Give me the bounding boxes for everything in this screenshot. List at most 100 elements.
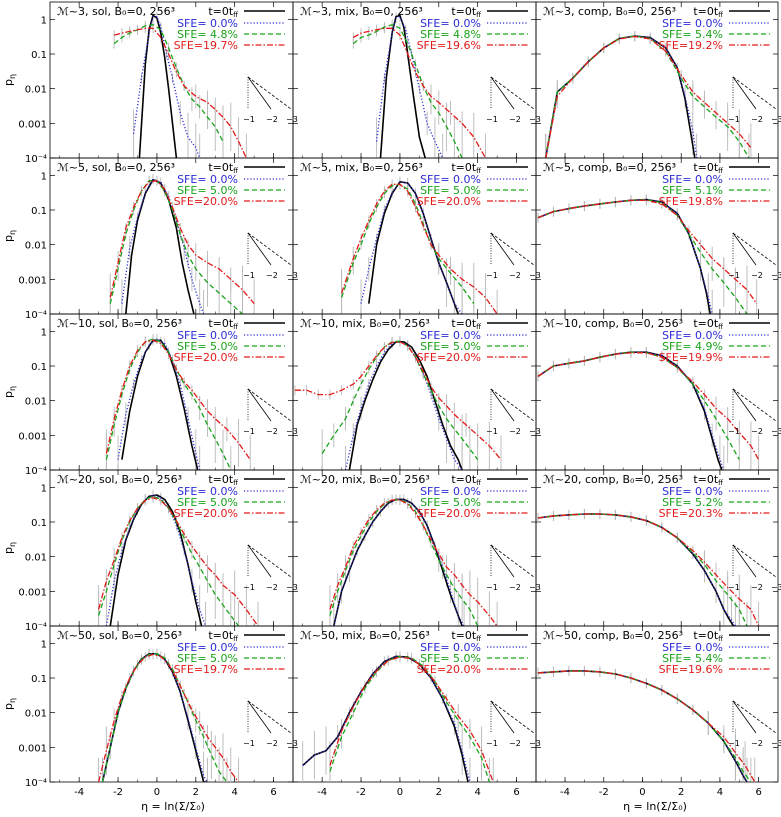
legend-sfe: SFE= 0.0% [420, 641, 481, 654]
series-line-sfe20 [545, 35, 752, 158]
panel-frame [535, 469, 779, 627]
legend-sfe: SFE= 0.0% [662, 17, 723, 30]
slope-label: −3 [771, 739, 781, 748]
legend-sfe: SFE=20.3% [659, 507, 723, 520]
slope-ref-2 [490, 388, 515, 422]
legend-time: t=0tff [693, 317, 723, 331]
series-line-sfe5 [537, 513, 748, 626]
y-tick-label: 0.001 [18, 587, 47, 598]
panel-title: ℳ~10, mix, B₀=0, 256³ [300, 317, 430, 330]
panel-frame [49, 313, 294, 471]
panel-title: ℳ~20, comp, B₀=0, 256³ [543, 473, 683, 486]
legend-sfe: SFE= 4.9% [662, 340, 723, 353]
legend-time: t=0tff [208, 473, 238, 487]
x-axis-label-col1: η = ln(Σ/Σ₀) [141, 800, 205, 813]
y-tick-label: 0.01 [25, 397, 47, 408]
y-axis-label: pη [2, 542, 17, 554]
legend-sfe: SFE= 0.0% [177, 173, 238, 186]
slope-label: −1 [243, 427, 255, 436]
legend-sfe: SFE= 0.0% [420, 485, 481, 498]
slope-label: −1 [728, 583, 740, 592]
series-line-sfe5 [340, 183, 475, 304]
y-tick-label: 10⁻⁴ [25, 310, 47, 321]
y-tick-label: 1 [41, 15, 47, 26]
series-line-t0 [537, 513, 735, 626]
series-line-sfe5 [545, 35, 750, 158]
panel-frame [49, 625, 294, 783]
series-line-t0 [109, 494, 203, 626]
slope-ref-3 [247, 700, 292, 734]
slope-ref-3 [247, 544, 292, 578]
panel-title: ℳ~5, comp, B₀=0, 256³ [543, 161, 676, 174]
slope-label: −2 [266, 115, 278, 124]
series-line-sfe0 [302, 655, 471, 782]
y-tick-label: 1 [41, 483, 47, 494]
y-tick-label: 0.001 [18, 275, 47, 286]
x-tick-label: 6 [755, 787, 761, 798]
slope-ref-2 [247, 544, 272, 578]
legend-sfe: SFE= 0.0% [420, 329, 481, 342]
series-line-sfe20 [537, 199, 758, 304]
slope-ref-2 [490, 700, 515, 734]
series-line-sfe20 [97, 653, 240, 782]
series-line-sfe20 [329, 656, 494, 782]
series-line-t0 [138, 14, 178, 158]
panel-title: ℳ~3, comp, B₀=0, 256³ [543, 5, 676, 18]
series-line-t0 [537, 198, 711, 314]
panel-title: ℳ~5, mix, B₀=0, 256³ [300, 161, 423, 174]
panel-title: ℳ~10, sol, B₀=0, 256³ [57, 317, 182, 330]
slope-label: −3 [529, 271, 541, 280]
x-axis-label-col3: η = ln(Σ/Σ₀) [623, 800, 687, 813]
series-line-sfe20 [537, 352, 760, 460]
x-axis-labels: η = ln(Σ/Σ₀) η = ln(Σ/Σ₀) [141, 800, 687, 813]
panel-frame [292, 313, 537, 471]
x-tick-label: 6 [270, 787, 276, 798]
legend-sfe: SFE= 4.8% [177, 28, 238, 41]
slope-ref-3 [732, 700, 777, 734]
panel-title: ℳ~50, comp, B₀=0, 256³ [543, 629, 683, 642]
panel-frame [535, 157, 779, 315]
panel-frame [292, 469, 537, 627]
y-tick-label: 0.01 [25, 241, 47, 252]
x-tick-label: 4 [717, 787, 723, 798]
series-line-sfe20 [340, 183, 498, 314]
legend-sfe: SFE=20.0% [417, 351, 481, 364]
legend-sfe: SFE= 0.0% [177, 17, 238, 30]
slope-label: −2 [751, 739, 763, 748]
legend-sfe: SFE= 5.1% [662, 184, 723, 197]
legend-time: t=0tff [693, 629, 723, 643]
slope-ref-3 [490, 232, 535, 266]
legend-sfe: SFE=19.7% [174, 39, 238, 52]
slope-label: −3 [529, 115, 541, 124]
panel-frame [49, 469, 294, 627]
legend-sfe: SFE= 0.0% [662, 485, 723, 498]
slope-ref-2 [247, 232, 272, 266]
x-tick-label: 4 [231, 787, 237, 798]
legend-sfe: SFE=20.0% [417, 663, 481, 676]
series-line-sfe20 [97, 497, 259, 626]
series-line-sfe0 [360, 181, 463, 314]
y-tick-label: 10⁻⁴ [25, 778, 47, 789]
slope-label: −2 [751, 115, 763, 124]
legend-time: t=0tff [208, 161, 238, 175]
y-tick-label: 1 [41, 639, 47, 650]
legend-sfe: SFE= 0.0% [420, 17, 481, 30]
slope-ref-3 [490, 388, 535, 422]
legend-sfe: SFE= 0.0% [420, 173, 481, 186]
series-line-sfe0 [537, 351, 725, 470]
slope-label: −3 [771, 583, 781, 592]
panel-title: ℳ~10, comp, B₀=0, 256³ [543, 317, 683, 330]
series-line-sfe5 [105, 338, 232, 470]
panel-title: ℳ~50, sol, B₀=0, 256³ [57, 629, 182, 642]
panel-title: ℳ~20, mix, B₀=0, 256³ [300, 473, 430, 486]
slope-label: −1 [486, 583, 498, 592]
legend-time: t=0tff [451, 5, 481, 19]
